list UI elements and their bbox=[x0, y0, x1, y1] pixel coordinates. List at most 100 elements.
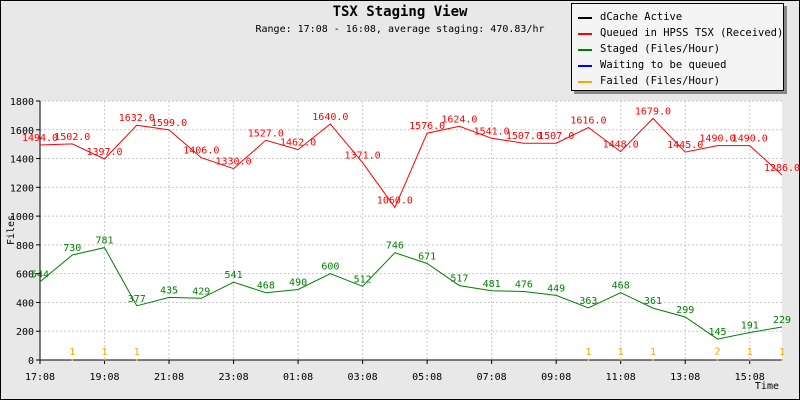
y-tick-label: 800 bbox=[16, 241, 34, 252]
data-label-queued: 1576.0 bbox=[409, 121, 445, 132]
y-tick-label: 600 bbox=[16, 270, 34, 281]
y-tick-label: 1200 bbox=[10, 183, 34, 194]
data-label-queued: 1502.0 bbox=[54, 132, 90, 143]
data-label-staged: 229 bbox=[773, 315, 791, 326]
legend-swatch-failed bbox=[578, 81, 592, 83]
chart-subtitle-text: Range: 17:08 - 16:08, average staging: 4… bbox=[255, 24, 545, 35]
y-tick-label: 1000 bbox=[10, 212, 34, 223]
data-label-queued: 1462.0 bbox=[280, 138, 316, 149]
chart-title-text: TSX Staging View bbox=[332, 4, 468, 20]
y-axis-label: Files bbox=[6, 215, 17, 245]
data-label-staged: 468 bbox=[612, 281, 630, 292]
data-label-queued: 1527.0 bbox=[248, 128, 284, 139]
legend-label-staged: Staged (Files/Hour) bbox=[600, 43, 721, 55]
data-label-queued: 1494.0 bbox=[22, 133, 58, 144]
data-label-staged: 600 bbox=[321, 262, 339, 273]
data-label-staged: 544 bbox=[31, 270, 49, 281]
data-label-failed: 1 bbox=[650, 347, 656, 358]
x-tick-label: 23:08 bbox=[219, 372, 249, 383]
plot-area bbox=[40, 101, 782, 360]
series-line-staged bbox=[39, 247, 783, 340]
data-label-failed: 1 bbox=[747, 347, 753, 358]
data-point-failed bbox=[587, 359, 590, 361]
data-label-failed: 1 bbox=[585, 347, 591, 358]
data-label-failed: 1 bbox=[134, 347, 140, 358]
data-label-queued: 1490.0 bbox=[732, 134, 768, 145]
data-label-queued: 1060.0 bbox=[377, 195, 413, 206]
data-point-failed bbox=[619, 359, 622, 361]
data-point-failed bbox=[652, 359, 654, 361]
data-label-staged: 517 bbox=[450, 274, 468, 285]
data-label-staged: 730 bbox=[63, 243, 81, 254]
x-tick-label: 07:08 bbox=[477, 372, 507, 383]
y-tick-label: 1600 bbox=[10, 126, 34, 137]
x-tick-label: 19:08 bbox=[89, 372, 119, 383]
data-label-staged: 481 bbox=[483, 279, 501, 290]
data-label-queued: 1541.0 bbox=[474, 126, 510, 137]
data-label-staged: 435 bbox=[160, 285, 178, 296]
y-tick-label: 1400 bbox=[10, 155, 34, 166]
legend: dCache Active Queued in HPSS TSX (Receiv… bbox=[571, 3, 784, 91]
data-label-staged: 363 bbox=[579, 296, 597, 307]
data-label-queued: 1397.0 bbox=[86, 147, 122, 158]
data-label-staged: 490 bbox=[289, 277, 307, 288]
data-label-staged: 429 bbox=[192, 286, 210, 297]
data-label-queued: 1490.0 bbox=[699, 134, 735, 145]
data-label-staged: 145 bbox=[708, 327, 726, 338]
data-label-staged: 671 bbox=[418, 251, 436, 262]
data-point-failed bbox=[781, 359, 783, 361]
data-label-queued: 1624.0 bbox=[441, 114, 477, 125]
legend-label-active: dCache Active bbox=[600, 11, 683, 23]
data-label-queued: 1286.0 bbox=[764, 163, 800, 174]
data-label-staged: 377 bbox=[128, 294, 146, 305]
legend-label-queued: Queued in HPSS TSX (Received) bbox=[600, 27, 784, 39]
data-label-queued: 1330.0 bbox=[216, 157, 252, 168]
x-tick-label: 09:08 bbox=[541, 372, 571, 383]
x-axis-label: Time bbox=[755, 381, 779, 392]
data-label-staged: 449 bbox=[547, 283, 565, 294]
legend-swatch-staged bbox=[578, 49, 592, 51]
x-tick-label: 01:08 bbox=[283, 372, 313, 383]
data-label-queued: 1679.0 bbox=[635, 106, 671, 117]
x-tick-label: 11:08 bbox=[606, 372, 636, 383]
y-tick-label: 200 bbox=[16, 327, 34, 338]
x-tick-label: 15:08 bbox=[735, 372, 765, 383]
x-tick-label: 13:08 bbox=[670, 372, 700, 383]
data-label-staged: 191 bbox=[741, 321, 759, 332]
legend-label-failed: Failed (Files/Hour) bbox=[600, 75, 721, 87]
data-label-failed: 2 bbox=[714, 347, 720, 358]
x-tick-label: 05:08 bbox=[412, 372, 442, 383]
series-line-queued bbox=[39, 117, 783, 209]
data-label-failed: 1 bbox=[779, 347, 785, 358]
data-label-staged: 746 bbox=[386, 241, 404, 252]
chart-subtitle: Range: 17:08 - 16:08, average staging: 4… bbox=[0, 24, 800, 35]
data-label-queued: 1616.0 bbox=[570, 115, 606, 126]
legend-swatch-queued bbox=[578, 33, 592, 35]
data-label-staged: 541 bbox=[225, 270, 243, 281]
y-tick-label: 0 bbox=[28, 356, 34, 367]
data-label-failed: 1 bbox=[102, 347, 108, 358]
x-tick-label: 03:08 bbox=[348, 372, 378, 383]
data-label-queued: 1507.0 bbox=[538, 131, 574, 142]
data-label-queued: 1599.0 bbox=[151, 118, 187, 129]
data-label-staged: 468 bbox=[257, 281, 275, 292]
data-point-failed bbox=[71, 359, 74, 361]
data-label-failed: 1 bbox=[69, 347, 75, 358]
data-label-staged: 476 bbox=[515, 280, 533, 291]
data-label-staged: 781 bbox=[95, 236, 113, 247]
data-point-failed bbox=[103, 359, 106, 361]
data-point-failed bbox=[748, 359, 751, 361]
data-label-queued: 1445.0 bbox=[667, 140, 703, 151]
data-point-failed bbox=[135, 359, 138, 361]
data-label-staged: 299 bbox=[676, 305, 694, 316]
chart-title: TSX Staging View bbox=[0, 4, 800, 20]
data-label-queued: 1406.0 bbox=[183, 146, 219, 157]
y-tick-label: 400 bbox=[16, 298, 34, 309]
data-point-failed bbox=[716, 358, 719, 361]
data-label-failed: 1 bbox=[618, 347, 624, 358]
data-label-queued: 1448.0 bbox=[603, 140, 639, 151]
data-label-staged: 512 bbox=[354, 274, 372, 285]
y-tick-label: 1800 bbox=[10, 97, 34, 108]
legend-swatch-waiting bbox=[578, 65, 592, 67]
